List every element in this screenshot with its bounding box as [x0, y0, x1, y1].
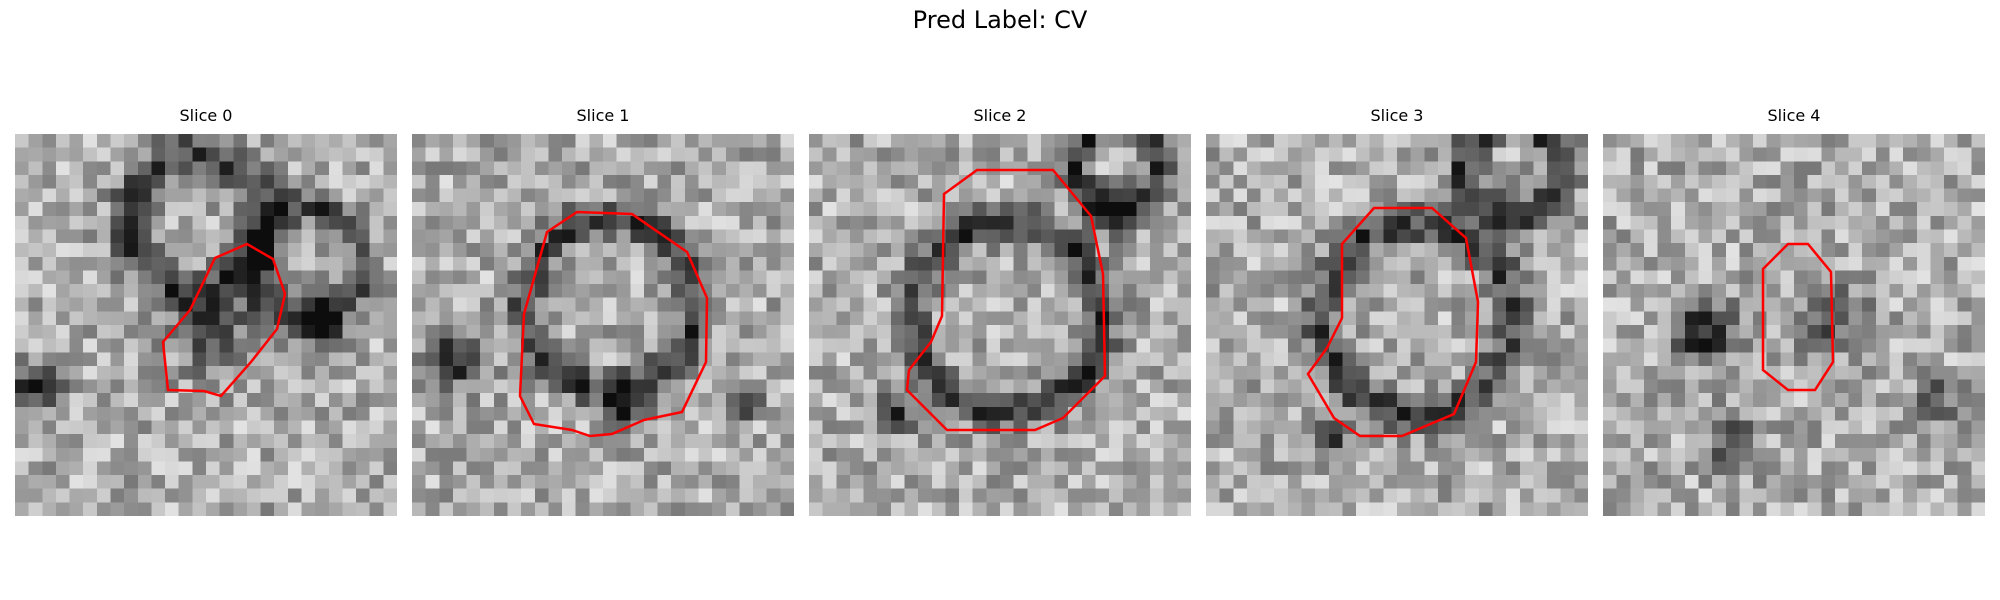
grayscale-pixels [1206, 134, 1588, 516]
grayscale-pixels [1603, 134, 1985, 516]
grayscale-pixels [15, 134, 397, 516]
slice-image [15, 134, 397, 516]
slice-title: Slice 2 [973, 106, 1027, 125]
contour-outline [1761, 242, 1835, 392]
slice-title: Slice 4 [1767, 106, 1821, 125]
slice-panel-2: Slice 2 [809, 106, 1191, 516]
slice-panel-4: Slice 4 [1603, 106, 1985, 516]
slice-image [1206, 134, 1588, 516]
slice-title: Slice 1 [576, 106, 630, 125]
slice-panel-3: Slice 3 [1206, 106, 1588, 516]
slice-image [809, 134, 1191, 516]
slice-panel-1: Slice 1 [412, 106, 794, 516]
figure-title: Pred Label: CV [912, 6, 1088, 34]
slice-title: Slice 0 [179, 106, 233, 125]
slice-image [1603, 134, 1985, 516]
contour-outline [905, 168, 1107, 432]
slice-image [412, 134, 794, 516]
contour-outline [1306, 206, 1480, 438]
contour-outline [161, 242, 287, 398]
grayscale-pixels [809, 134, 1191, 516]
slice-panel-0: Slice 0 [15, 106, 397, 516]
contour-outline [518, 210, 709, 438]
grayscale-pixels [412, 134, 794, 516]
slice-title: Slice 3 [1370, 106, 1424, 125]
